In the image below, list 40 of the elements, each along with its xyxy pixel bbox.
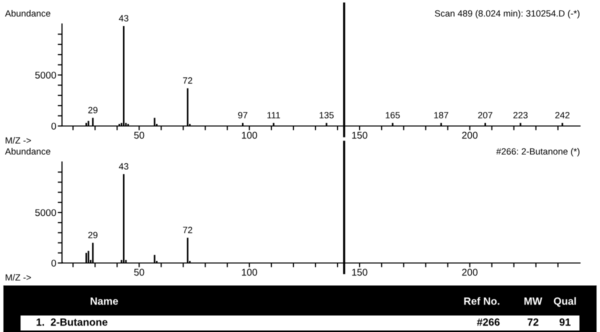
annotation: 165 — [386, 112, 400, 118]
text: 72 — [528, 318, 538, 326]
text: 1. 2-Butanone — [36, 318, 108, 326]
x-tick-label: 200 — [462, 268, 478, 276]
y-tick-label: 5000 — [35, 72, 56, 79]
y-tick-label: 0 — [51, 260, 56, 267]
x-tick-label: 50 — [134, 132, 144, 139]
x-tick-label: 200 — [462, 132, 478, 139]
text: MW — [524, 298, 542, 305]
annotation: 43 — [118, 15, 128, 22]
annotation: 207 — [478, 112, 492, 118]
annotation: 223 — [513, 112, 528, 118]
annotation: 242 — [555, 112, 570, 118]
x-tick-label: 50 — [134, 268, 144, 276]
text: Name — [90, 298, 118, 305]
text: Ref No. — [464, 297, 500, 305]
annotation: 72 — [183, 226, 192, 234]
annotation: 29 — [88, 106, 98, 114]
chart-title: #266: 2-Butanone (*) — [496, 148, 580, 156]
x-axis-title: M/Z -> — [6, 274, 31, 281]
text: #266 — [477, 318, 500, 326]
annotation: 29 — [88, 232, 98, 238]
annotation: 72 — [183, 77, 192, 84]
annotation: 97 — [238, 112, 248, 118]
x-tick-label: 100 — [242, 132, 258, 139]
text: Qual — [554, 297, 576, 307]
chart-title: Scan 489 (8.024 min): 310254.D (-*) — [434, 10, 580, 18]
x-axis-title: M/Z -> — [6, 137, 31, 144]
annotation: 111 — [267, 112, 280, 118]
y-tick-label: 0 — [51, 122, 56, 130]
x-tick-label: 100 — [242, 268, 258, 276]
y-axis-title: Abundance — [5, 10, 50, 17]
annotation: 187 — [434, 112, 448, 118]
y-axis-title: Abundance — [5, 148, 50, 155]
annotation: 135 — [320, 112, 334, 118]
y-tick-label: 5000 — [35, 209, 56, 216]
x-tick-label: 150 — [352, 132, 368, 139]
annotation: 43 — [118, 163, 128, 170]
x-tick-label: 150 — [352, 268, 368, 276]
text: 91 — [560, 318, 571, 326]
